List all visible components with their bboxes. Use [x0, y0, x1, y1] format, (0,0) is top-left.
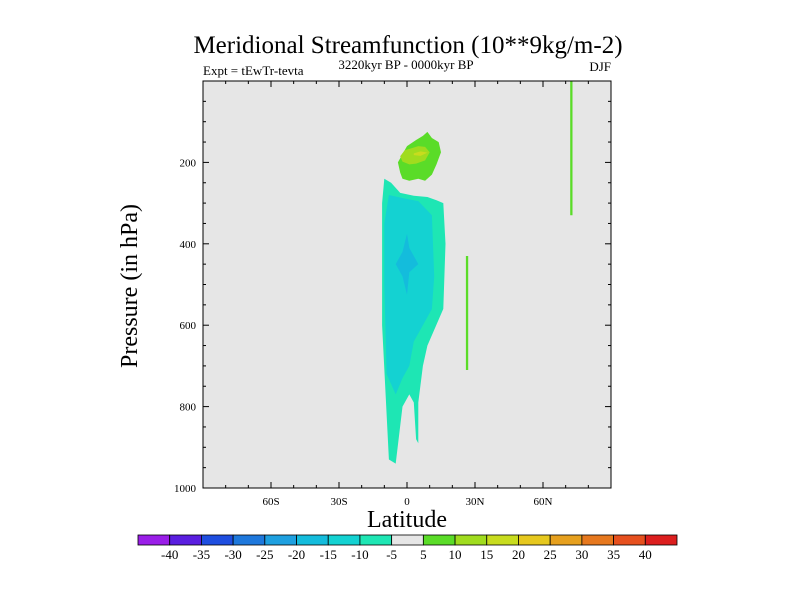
colorbar-label: 20 — [512, 547, 525, 562]
y-tick-label: 800 — [180, 402, 197, 414]
colorbar-label: 5 — [420, 547, 427, 562]
x-tick-label: 30S — [330, 496, 347, 508]
colorbar-label: 15 — [480, 547, 493, 562]
experiment-label: Expt = tEwTr-tevta — [203, 63, 304, 78]
y-tick-label: 1000 — [174, 483, 197, 495]
contour-positive-strip-tropics — [465, 256, 469, 370]
x-tick-label: 0 — [404, 496, 410, 508]
contour-positive-cell-peak — [413, 151, 428, 156]
contour-negative-cell-inner — [384, 195, 435, 395]
chart-title: Meridional Streamfunction (10**9kg/m-2) — [193, 32, 622, 59]
colorbar-label: -5 — [386, 547, 397, 562]
colorbar-label: -15 — [320, 547, 337, 562]
colorbar-box — [454, 534, 488, 546]
x-tick-label: 60S — [262, 496, 279, 508]
colorbar-label: -20 — [288, 547, 305, 562]
colorbar-box — [581, 534, 614, 546]
colorbar-label: -10 — [351, 547, 368, 562]
period-label: 3220kyr BP - 0000kyr BP — [338, 57, 473, 72]
colorbar-box — [391, 534, 424, 546]
plot-frame — [202, 80, 612, 489]
colorbar-box — [518, 534, 551, 546]
colorbar-label: -25 — [256, 547, 273, 562]
contour-positive-strip-high-lat — [570, 81, 573, 216]
x-axis-label: Latitude — [367, 507, 447, 533]
y-axis: 200 400 600 800 1000 — [174, 80, 611, 495]
colorbar-label: 35 — [607, 547, 620, 562]
colorbar-label: -35 — [193, 547, 210, 562]
y-tick-label: 600 — [180, 320, 197, 332]
colorbar-box — [264, 534, 297, 546]
colorbar-label: 10 — [449, 547, 462, 562]
y-tick-label: 400 — [180, 239, 197, 251]
colorbar-box — [422, 534, 456, 546]
colorbar-label: -40 — [161, 547, 178, 562]
colorbar-box — [137, 534, 171, 546]
colorbar-box — [359, 534, 393, 546]
x-tick-label: 60N — [534, 496, 553, 508]
colorbar-box — [644, 534, 678, 546]
contour-negative-cell-core — [395, 233, 419, 295]
colorbar-box — [232, 534, 266, 546]
colorbar-label: 30 — [575, 547, 588, 562]
colorbar-box — [613, 534, 646, 546]
season-label: DJF — [589, 59, 611, 74]
y-axis-label: Pressure (in hPa) — [117, 204, 143, 368]
colorbar-label: -30 — [224, 547, 241, 562]
x-tick-label: 30N — [466, 496, 485, 508]
colorbar-box — [296, 534, 329, 546]
colorbar-box — [549, 534, 583, 546]
y-tick-label: 200 — [180, 157, 197, 169]
contour-positive-cell-core — [400, 146, 430, 165]
x-axis: 60S 30S 0 30N 60N — [202, 81, 612, 508]
colorbar-label: 40 — [639, 547, 652, 562]
colorbar-box — [201, 534, 234, 546]
colorbar-box — [327, 534, 361, 546]
colorbar-box — [486, 534, 519, 546]
contour-regions — [382, 81, 573, 464]
colorbar-label: 25 — [544, 547, 557, 562]
colorbar-box — [169, 534, 202, 546]
colorbar: -40 -35 -30 -25 -20 -15 -10 -5 5 10 15 20 25 30 35 40 — [137, 534, 678, 562]
